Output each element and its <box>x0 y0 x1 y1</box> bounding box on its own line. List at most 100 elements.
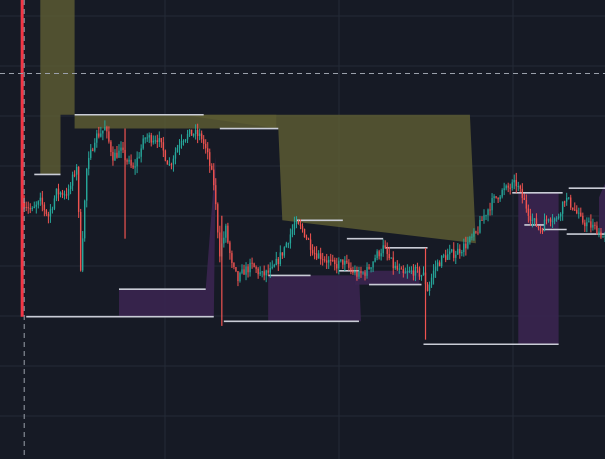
candle-body <box>360 270 362 274</box>
candle-body <box>235 266 237 272</box>
candle-body <box>309 239 312 250</box>
candle-body <box>98 133 100 137</box>
candle-body <box>307 238 310 240</box>
candle-body <box>164 150 167 161</box>
candle-body <box>142 138 144 149</box>
candle-body <box>432 270 435 278</box>
candle-body <box>330 259 332 261</box>
candle-body <box>479 219 481 233</box>
candle-body <box>572 207 574 210</box>
candle-body <box>150 135 152 143</box>
candle-body <box>39 197 42 202</box>
candle-body <box>406 271 409 273</box>
candle-body <box>225 225 227 238</box>
candle-body <box>247 266 249 273</box>
candle-body <box>321 259 324 261</box>
candle-body <box>61 192 64 195</box>
candle-body <box>265 270 267 276</box>
candle-body <box>451 249 453 252</box>
candle-body <box>315 253 318 259</box>
candle-body <box>408 270 411 272</box>
candle-body <box>128 159 130 162</box>
candle-body <box>305 237 308 239</box>
candle-body <box>241 269 243 273</box>
candle-body <box>396 265 398 270</box>
candle-body <box>420 275 423 277</box>
candle-body <box>368 267 370 269</box>
candle-body <box>152 140 154 143</box>
candle-body <box>273 264 275 267</box>
candle-body <box>555 218 558 220</box>
candle-body <box>249 262 251 273</box>
candle-body <box>81 238 84 271</box>
candle-body <box>545 219 548 221</box>
lower-zone <box>119 156 216 317</box>
candle-body <box>434 266 437 271</box>
candle-body <box>158 138 161 142</box>
candle-body <box>428 284 431 292</box>
candle-body <box>275 258 277 265</box>
candle-body <box>576 209 578 214</box>
candle-body <box>346 260 348 263</box>
candle-body <box>261 271 263 273</box>
candle-body <box>239 272 241 282</box>
candle-body <box>289 234 292 244</box>
candle-body <box>394 265 396 269</box>
candle-body <box>90 149 92 158</box>
candle-body <box>231 253 233 263</box>
candle-body <box>517 186 519 188</box>
candle-body <box>140 148 142 157</box>
candle-body <box>509 187 511 189</box>
candle-body <box>325 260 328 263</box>
candle-body <box>336 264 338 269</box>
candle-body <box>430 277 433 285</box>
candle-body <box>33 206 35 208</box>
candle-body <box>69 185 72 190</box>
candle-body <box>471 236 473 238</box>
candle-body <box>27 207 29 209</box>
candle-body <box>578 212 580 214</box>
candle-body <box>277 258 280 265</box>
candle-body <box>588 221 590 223</box>
candle-body <box>370 267 372 269</box>
candle-body <box>186 133 189 140</box>
candles <box>23 120 605 340</box>
candle-body <box>332 259 334 261</box>
candle-body <box>553 218 556 222</box>
candle-body <box>108 131 110 142</box>
candle-body <box>475 231 477 233</box>
candle-body <box>104 127 106 131</box>
candle-body <box>376 251 378 259</box>
candle-body <box>202 139 205 144</box>
candle-body <box>586 222 588 227</box>
candle-body <box>354 271 356 274</box>
candle-body <box>188 129 191 134</box>
candle-body <box>301 226 304 230</box>
candle-body <box>73 174 76 176</box>
candle-body <box>293 223 296 230</box>
candle-body <box>567 197 570 199</box>
candle-body <box>444 255 447 260</box>
candle-body <box>533 218 536 220</box>
candle-body <box>198 133 201 137</box>
candle-body <box>507 185 509 188</box>
candle-body <box>67 189 70 196</box>
candle-body <box>263 271 265 276</box>
candle-body <box>295 221 298 224</box>
candle-body <box>412 270 415 276</box>
candle-body <box>501 190 503 197</box>
candle-body <box>311 249 314 254</box>
candle-body <box>251 262 253 264</box>
candle-body <box>63 194 66 196</box>
candle-body <box>269 268 271 273</box>
candle-body <box>529 215 532 221</box>
candle-body <box>227 225 229 243</box>
candle-body <box>319 253 322 260</box>
candle-body <box>348 262 350 268</box>
candle-body <box>598 231 600 235</box>
candle-body <box>283 247 286 256</box>
candle-body <box>233 262 235 267</box>
candle-body <box>531 219 534 221</box>
candle-body <box>400 268 403 270</box>
